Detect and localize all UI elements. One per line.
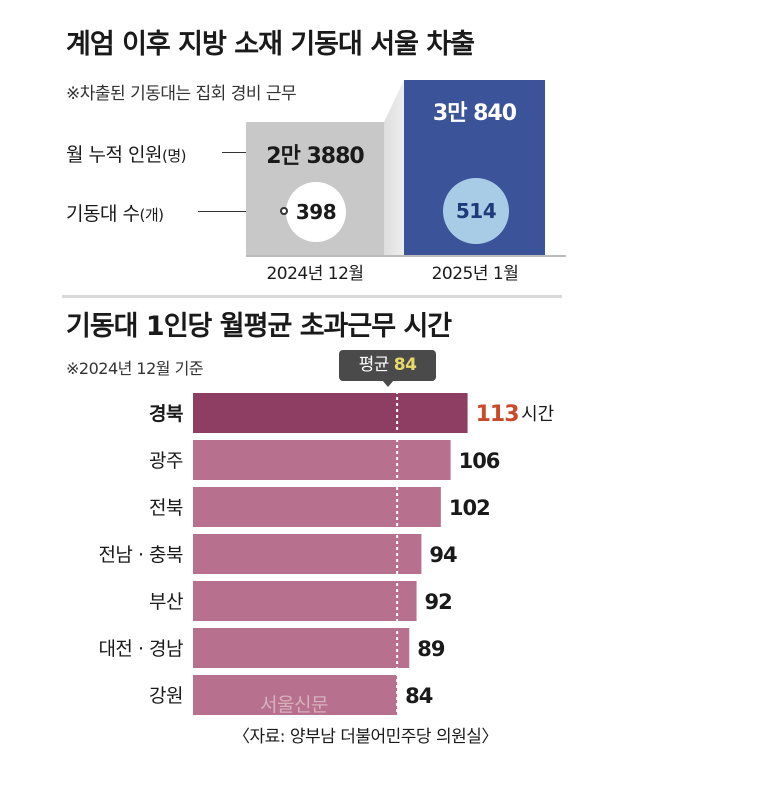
personnel-value-2024: 2만 3880 bbox=[266, 144, 364, 169]
bar-value-0: 113 bbox=[476, 402, 519, 427]
bar-label-0: 경북 bbox=[149, 403, 183, 425]
bar-value-1: 106 bbox=[459, 449, 500, 473]
x-label-2024-12: 2024년 12월 bbox=[266, 264, 364, 284]
average-label: 평균 bbox=[358, 355, 390, 375]
bar-value-5: 89 bbox=[417, 637, 445, 661]
bar-label-6: 강원 bbox=[149, 685, 183, 707]
unit-count-circle-2024: 398 bbox=[286, 182, 346, 242]
top-chart: 계엄 이후 지방 소재 기동대 서울 차출 ※차출된 기동대는 집회 경비 근무… bbox=[0, 0, 767, 300]
bar-value-3: 94 bbox=[429, 543, 457, 567]
bar-label-2: 전북 bbox=[149, 497, 183, 519]
monthly-personnel-label: 월 누적 인원(명) bbox=[66, 140, 187, 167]
average-badge: 평균 84 bbox=[339, 350, 436, 381]
monthly-personnel-label-text: 월 누적 인원 bbox=[66, 144, 162, 166]
unit-count-label-text: 기동대 수 bbox=[66, 203, 140, 225]
top-chart-baseline bbox=[246, 255, 566, 257]
leader-dot bbox=[280, 207, 288, 215]
bar-label-5: 대전 · 경남 bbox=[98, 638, 183, 660]
unit-count-leader-line bbox=[198, 211, 284, 212]
bottom-chart-note: ※2024년 12월 기준 bbox=[66, 359, 204, 378]
bar-label-1: 광주 bbox=[149, 450, 183, 472]
bar-2 bbox=[193, 487, 441, 527]
bar-label-3: 전남 · 충북 bbox=[98, 544, 183, 566]
x-label-2025-01: 2025년 1월 bbox=[431, 264, 519, 284]
bar-value-6: 84 bbox=[405, 684, 433, 708]
unit-count-label: 기동대 수(개) bbox=[66, 199, 164, 226]
section-divider bbox=[62, 295, 562, 298]
bar-label-4: 부산 bbox=[149, 591, 183, 613]
unit-count-value-2025: 514 bbox=[455, 199, 497, 223]
unit-count-circle-2025: 514 bbox=[443, 178, 509, 244]
monthly-leader-line bbox=[222, 152, 246, 153]
bar-5 bbox=[193, 628, 410, 668]
top-chart-title: 계엄 이후 지방 소재 기동대 서울 차출 bbox=[66, 29, 475, 60]
average-badge-pointer bbox=[382, 380, 394, 387]
average-value: 84 bbox=[393, 355, 417, 375]
bar-4 bbox=[193, 581, 417, 621]
bar-value-2: 102 bbox=[449, 496, 490, 520]
top-chart-note: ※차출된 기동대는 집회 경비 근무 bbox=[66, 84, 297, 104]
bar-6 bbox=[193, 675, 398, 715]
bar-0 bbox=[193, 393, 468, 433]
bar-unit-label: 시간 bbox=[521, 404, 554, 425]
bar-value-4: 92 bbox=[425, 590, 452, 614]
watermark: 서울신문 bbox=[260, 694, 328, 716]
unit-count-unit: (개) bbox=[139, 206, 164, 224]
source-note: 〈자료: 양부남 더불어민주당 의원실〉 bbox=[233, 727, 498, 747]
bar-connector-shade bbox=[384, 80, 404, 255]
monthly-personnel-unit: (명) bbox=[161, 147, 187, 165]
personnel-value-2025: 3만 840 bbox=[432, 101, 517, 126]
bottom-chart-title: 기동대 1인당 월평균 초과근무 시간 bbox=[66, 311, 452, 342]
bar-3 bbox=[193, 534, 422, 574]
unit-count-value-2024: 398 bbox=[295, 200, 337, 224]
bar-1 bbox=[193, 440, 451, 480]
